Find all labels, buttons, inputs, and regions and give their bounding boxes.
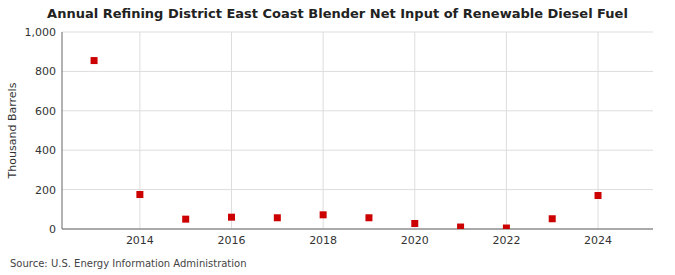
point [136,191,143,198]
point [503,225,510,229]
y-tick-label: 600 [35,105,56,118]
y-tick-label: 0 [49,223,56,236]
point [549,215,556,222]
y-tick-label: 800 [35,65,56,78]
x-tick-label: 2016 [218,234,246,247]
y-grid-line [62,189,653,190]
x-grid-line [231,32,232,229]
x-tick-label: 2020 [401,234,429,247]
y-tick-label: 1,000 [25,26,57,39]
grid [62,32,653,229]
chart: 0 200 400 600 800 1,000 2014 2016 2018 2020 2022 20… [0,0,675,275]
y-grid-line [62,71,653,72]
x-tick-label: 2022 [492,234,520,247]
x-tick-label: 2024 [584,234,612,247]
point [182,216,189,223]
point [320,211,327,218]
x-grid-line [414,32,415,229]
point [457,224,464,229]
x-tick-label: 2014 [126,234,154,247]
point [274,214,281,221]
x-axis-line [62,229,653,230]
chart-container: 0 200 400 600 800 1,000 2014 2016 2018 2020 2022 20… [0,0,675,275]
y-grid-line [62,32,653,33]
points [91,57,602,229]
y-axis-line [62,32,63,229]
point [595,192,602,199]
point [228,214,235,221]
x-grid-line [506,32,507,229]
y-grid-line [62,110,653,111]
point [411,220,418,227]
x-grid-line [323,32,324,229]
y-grid-line [62,229,653,230]
y-axis-label: Thousand Barrels [6,82,19,179]
y-tick-label: 400 [35,144,56,157]
source-note: Source: U.S. Energy Information Administ… [10,258,247,269]
x-grid-line [139,32,140,229]
y-tick-label: 200 [35,184,56,197]
x-tick-label: 2018 [309,234,337,247]
y-grid-line [62,150,653,151]
point [91,57,98,64]
x-grid-line [598,32,599,229]
title: Annual Refining District East Coast Blen… [47,6,628,21]
point [365,214,372,221]
